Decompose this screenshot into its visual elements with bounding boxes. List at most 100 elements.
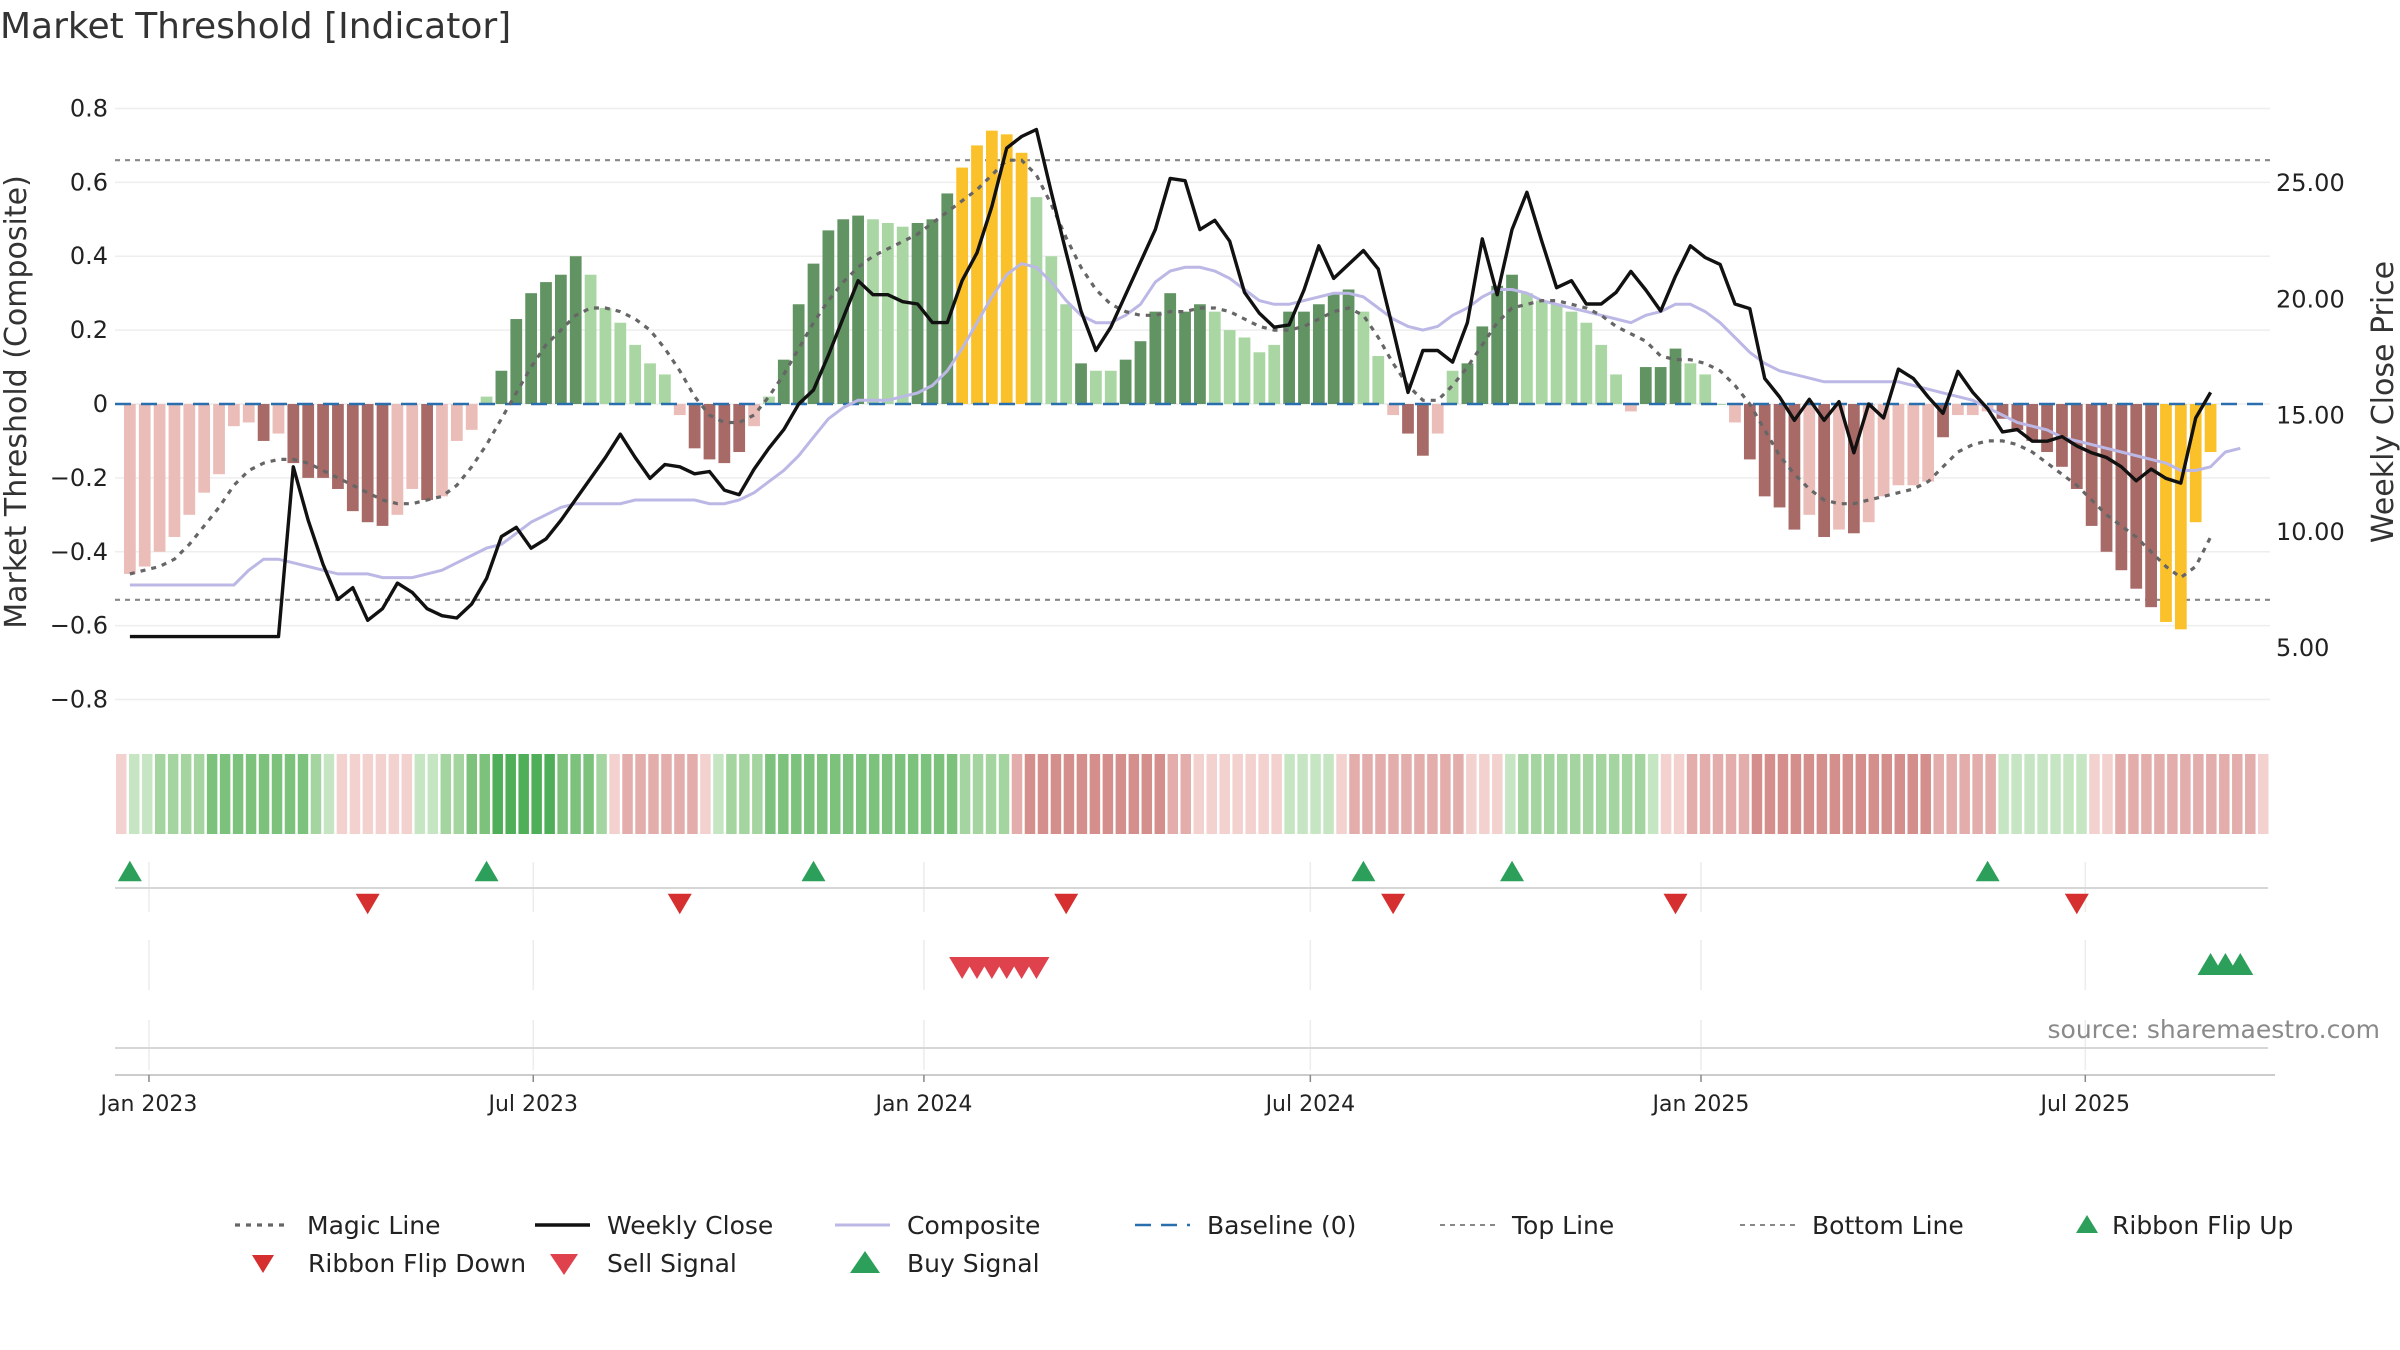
- composite-bar: [257, 404, 270, 441]
- ribbon-cell: [2232, 754, 2243, 834]
- x-tick-label: Jul 2023: [486, 1092, 578, 1117]
- composite-bar: [1357, 311, 1370, 404]
- composite-bar: [1580, 322, 1593, 404]
- legend-label: Weekly Close: [607, 1211, 773, 1240]
- legend-label: Magic Line: [307, 1211, 441, 1240]
- composite-bar: [777, 359, 790, 404]
- composite-bar: [2189, 404, 2202, 523]
- composite-line: [129, 261, 2241, 587]
- composite-bar: [1952, 404, 1964, 416]
- ribbon-flip-up-marker: [117, 860, 142, 882]
- ribbon-cell: [1985, 754, 1996, 834]
- weekly-close-line: [129, 127, 2213, 639]
- composite-bar: [1743, 404, 1756, 460]
- ribbon-cell: [765, 754, 776, 834]
- ribbon-cell: [972, 754, 984, 834]
- composite-bar: [1045, 256, 1058, 404]
- ribbon-cell: [1492, 754, 1503, 834]
- legend: Magic Line Weekly Close Composite Baseline …: [235, 1211, 2293, 1278]
- composite-bar: [1862, 404, 1875, 523]
- ribbon-cell: [1297, 754, 1308, 834]
- ribbon-cell: [1466, 754, 1477, 834]
- left-tick-label: 0: [93, 390, 108, 418]
- legend-item: Composite: [835, 1211, 1040, 1240]
- composite-bar: [1818, 404, 1831, 537]
- composite-bar: [2145, 404, 2157, 608]
- ribbon-flip-down-marker: [1054, 893, 1079, 915]
- ribbon-cell: [180, 754, 192, 834]
- ribbon-cell: [1725, 754, 1737, 834]
- composite-bar: [317, 404, 329, 478]
- ribbon-cell: [440, 754, 452, 834]
- ribbon-cell: [1050, 754, 1062, 834]
- ribbon-cell: [1414, 754, 1425, 834]
- ribbon-cell: [1894, 754, 1906, 834]
- legend-item: Weekly Close: [535, 1211, 773, 1240]
- ribbon-cell: [687, 754, 698, 834]
- ribbon-cell: [1037, 754, 1049, 834]
- ribbon-cell: [2219, 754, 2230, 834]
- composite-bar: [242, 404, 255, 423]
- composite-bar: [941, 193, 954, 404]
- composite-bar: [302, 404, 315, 478]
- ribbon-cell: [1959, 754, 1970, 834]
- ribbon-cell: [778, 754, 789, 834]
- ribbon-cell: [855, 754, 867, 834]
- legend-item: Buy Signal: [850, 1249, 1040, 1278]
- legend-label: Sell Signal: [607, 1249, 737, 1278]
- composite-bar: [1402, 404, 1414, 434]
- threshold-layer: [115, 159, 2270, 601]
- ribbon-cell: [1219, 754, 1230, 834]
- ribbon-cell: [1816, 754, 1828, 834]
- ribbon-flip-up-marker: [1975, 860, 2000, 882]
- ribbon-cell: [1362, 754, 1373, 834]
- composite-bar: [703, 404, 716, 460]
- composite-bar: [495, 370, 508, 404]
- composite-bar: [584, 274, 597, 404]
- ribbon-cell: [2050, 754, 2061, 834]
- composite-bar: [361, 404, 374, 523]
- legend-item: Ribbon Flip Up: [2076, 1211, 2293, 1240]
- ribbon-cell: [362, 754, 374, 834]
- right-tick-label: 5.00: [2276, 634, 2329, 662]
- ribbon-cell: [1089, 754, 1101, 834]
- composite-bar: [1283, 311, 1295, 404]
- ribbon-cell: [544, 754, 555, 834]
- legend-label: Bottom Line: [1812, 1211, 1964, 1240]
- composite-bar: [1907, 404, 1920, 486]
- ribbon-cell: [1907, 754, 1918, 834]
- ribbon-cell: [1764, 754, 1776, 834]
- left-axis-label: Market Threshold (Composite): [0, 175, 34, 629]
- composite-bar: [510, 319, 523, 404]
- indicator-lines: [115, 127, 2270, 639]
- ribbon-cell: [479, 754, 490, 834]
- ribbon-cell: [1569, 754, 1581, 834]
- composite-bar: [2174, 404, 2187, 630]
- ribbon-cell: [2024, 754, 2035, 834]
- composite-bar: [525, 293, 538, 404]
- ribbon-cell: [1790, 754, 1802, 834]
- composite-bar: [1416, 404, 1429, 456]
- composite-bar: [1015, 152, 1028, 404]
- right-tick-label: 20.00: [2276, 285, 2345, 313]
- ribbon-cell: [868, 754, 880, 834]
- ribbon-cell: [959, 754, 971, 834]
- ribbon-cell: [1544, 754, 1555, 834]
- composite-bar: [673, 404, 686, 416]
- composite-bar: [198, 404, 211, 493]
- ribbon-cell: [830, 754, 841, 834]
- ribbon-cell: [1141, 754, 1153, 834]
- ribbon-cell: [1115, 754, 1127, 834]
- ribbon-cell: [1660, 754, 1672, 834]
- ribbon-cell: [1829, 754, 1841, 834]
- ribbon-cell: [128, 754, 140, 834]
- ribbon-cell: [466, 754, 477, 834]
- ribbon-cell: [2063, 754, 2074, 834]
- ribbon-cell: [1401, 754, 1412, 834]
- left-tick-label: 0.6: [70, 168, 108, 196]
- ribbon-cell: [1440, 754, 1451, 834]
- ribbon-cell: [336, 754, 348, 834]
- ribbon-cell: [1271, 754, 1282, 834]
- ribbon-cell: [1686, 754, 1698, 834]
- composite-bar: [480, 396, 493, 404]
